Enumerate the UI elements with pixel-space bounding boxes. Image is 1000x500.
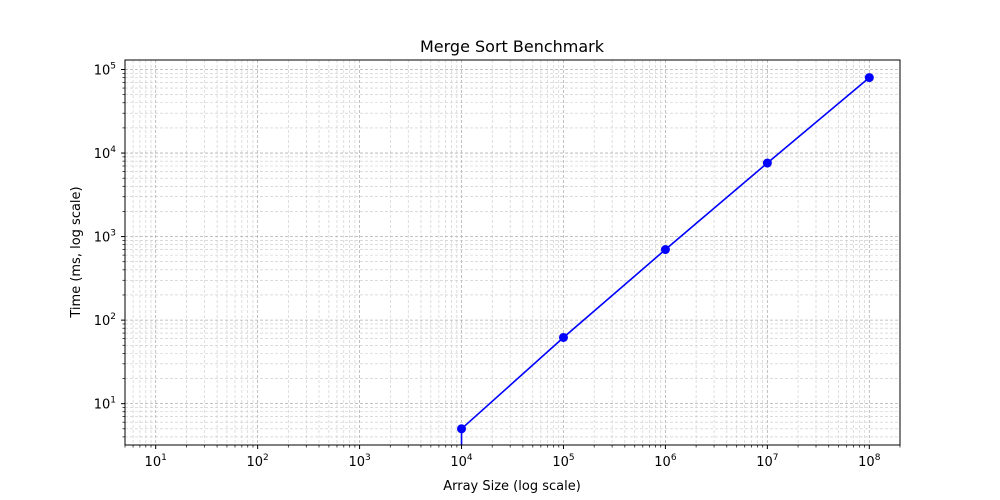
x-tick-label: 106 bbox=[654, 453, 677, 470]
y-tick-label: 105 bbox=[94, 62, 116, 79]
axes-frame bbox=[124, 59, 901, 446]
data-point bbox=[762, 158, 772, 168]
data-point bbox=[864, 73, 874, 83]
y-axis-label: Time (ms, log scale) bbox=[69, 186, 84, 318]
x-tick-label: 102 bbox=[246, 453, 268, 470]
data-point bbox=[457, 424, 467, 434]
x-tick-label: 103 bbox=[348, 453, 370, 470]
y-tick-label: 104 bbox=[94, 145, 117, 162]
x-axis-label: Array Size (log scale) bbox=[443, 479, 581, 494]
x-tick-label: 107 bbox=[756, 453, 778, 470]
x-tick-label: 108 bbox=[858, 453, 881, 470]
data-point bbox=[660, 245, 670, 255]
x-tick-label: 101 bbox=[145, 453, 167, 470]
x-tick-label: 105 bbox=[552, 453, 574, 470]
y-tick-labels: 101 102 103 104 105 bbox=[94, 62, 117, 413]
x-tick-labels: 101 102 103 104 105 106 107 108 bbox=[145, 453, 881, 470]
series-0 bbox=[457, 73, 874, 445]
data-point bbox=[558, 332, 568, 342]
x-tick-label: 104 bbox=[450, 453, 473, 470]
chart-title: Merge Sort Benchmark bbox=[420, 37, 605, 56]
plot-series bbox=[457, 73, 874, 445]
y-tick-label: 103 bbox=[94, 229, 116, 246]
y-tick-label: 101 bbox=[94, 396, 116, 413]
y-tick-label: 102 bbox=[94, 312, 116, 329]
grid bbox=[124, 60, 901, 445]
